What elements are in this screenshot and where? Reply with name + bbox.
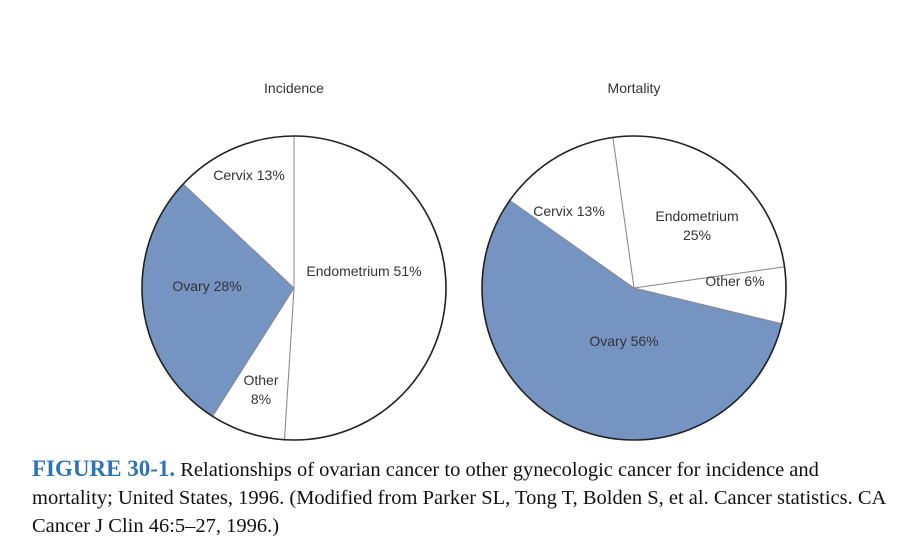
slice-label: Cervix 13% bbox=[213, 167, 285, 183]
chart-title: Mortality bbox=[608, 80, 661, 96]
pie-chart-mortality: Endometrium 25% Other 6% Ovary 56% Cervix 13… bbox=[481, 80, 787, 441]
slice-label: Other 8% bbox=[243, 372, 278, 407]
pie-slice bbox=[283, 135, 447, 441]
figure-caption: FIGURE 30-1. Relationships of ovarian ca… bbox=[32, 455, 902, 540]
slice-label: Endometrium 51% bbox=[306, 263, 421, 279]
pie-chart-incidence: Endometrium 51% Other 8% Ovary 28% Cervix 13… bbox=[141, 80, 447, 441]
pie-outline bbox=[481, 135, 787, 441]
chart-title: Incidence bbox=[264, 80, 324, 96]
slice-label: Ovary 28% bbox=[172, 278, 241, 294]
pie-charts: Endometrium 51% Other 8% Ovary 28% Cervix 13… bbox=[141, 80, 787, 441]
pie-outline bbox=[141, 135, 447, 441]
slice-label: Endometrium 25% bbox=[655, 208, 738, 243]
slice-label: Ovary 56% bbox=[589, 333, 658, 349]
caption-label: FIGURE 30-1. bbox=[32, 456, 176, 481]
slice-label: Other 6% bbox=[705, 273, 764, 289]
slice-label: Cervix 13% bbox=[533, 203, 605, 219]
